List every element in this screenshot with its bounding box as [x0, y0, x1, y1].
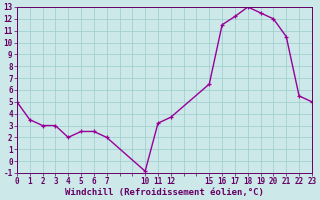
X-axis label: Windchill (Refroidissement éolien,°C): Windchill (Refroidissement éolien,°C) [65, 188, 264, 197]
